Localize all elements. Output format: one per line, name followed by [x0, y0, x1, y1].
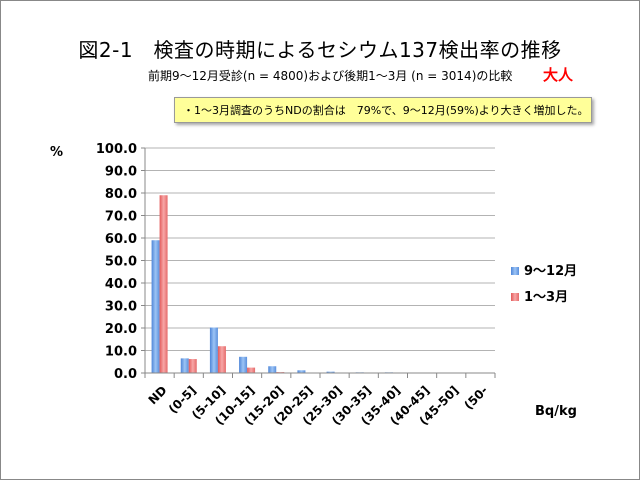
y-tick-label: 70.0: [105, 210, 137, 225]
y-tick-label: 20.0: [105, 322, 137, 337]
y-tick-label: 100.0: [96, 142, 137, 157]
grid-layer: [145, 147, 495, 351]
bar-sep-dec: [151, 240, 160, 373]
bar-jan-mar: [159, 195, 168, 373]
y-tick-label: 10.0: [105, 345, 137, 360]
y-tick-label: 30.0: [105, 300, 137, 315]
legend-swatch: [511, 293, 519, 301]
bar-sep-dec: [239, 356, 248, 373]
bar-sep-dec: [297, 370, 306, 373]
y-tick-label: 50.0: [105, 255, 137, 270]
bar-jan-mar: [247, 367, 256, 373]
note-box: ・1～3月調査のうちNDの割合は 79%で、9～12月(59%)より大きく増加し…: [174, 97, 592, 123]
y-tick-label: 90.0: [105, 165, 137, 180]
x-tick-label: ND: [146, 383, 170, 407]
bar-sep-dec: [268, 366, 277, 373]
bar-layer: [151, 195, 481, 373]
x-tick-label: (50-: [461, 383, 490, 412]
x-axis-unit-label: Bq/kg: [535, 404, 577, 419]
y-tick-label: 0.0: [114, 367, 137, 382]
legend-swatch: [511, 267, 519, 275]
legend: 9～12月 1～3月: [511, 264, 577, 305]
page-title: 図2-1 検査の時期によるセシウム137検出率の推移: [78, 38, 562, 62]
legend-label: 1～3月: [524, 290, 568, 305]
bar-sep-dec: [180, 358, 189, 373]
y-axis-percent-label: %: [50, 145, 64, 160]
bar-jan-mar: [217, 346, 226, 373]
y-tick-label: 60.0: [105, 232, 137, 247]
subtitle: 前期9～12月受診(n = 4800)および後期1～3月 (n = 3014)の…: [148, 69, 513, 83]
y-tick-label: 80.0: [105, 187, 137, 202]
bar-sep-dec: [326, 371, 335, 373]
note-text: ・1～3月調査のうちNDの割合は 79%で、9～12月(59%)より大きく増加し…: [183, 104, 589, 117]
adult-label: 大人: [543, 66, 574, 84]
y-tick-label: 40.0: [105, 277, 137, 292]
bar-jan-mar: [188, 359, 197, 373]
bar-sep-dec: [209, 327, 218, 373]
legend-label: 9～12月: [524, 264, 577, 279]
